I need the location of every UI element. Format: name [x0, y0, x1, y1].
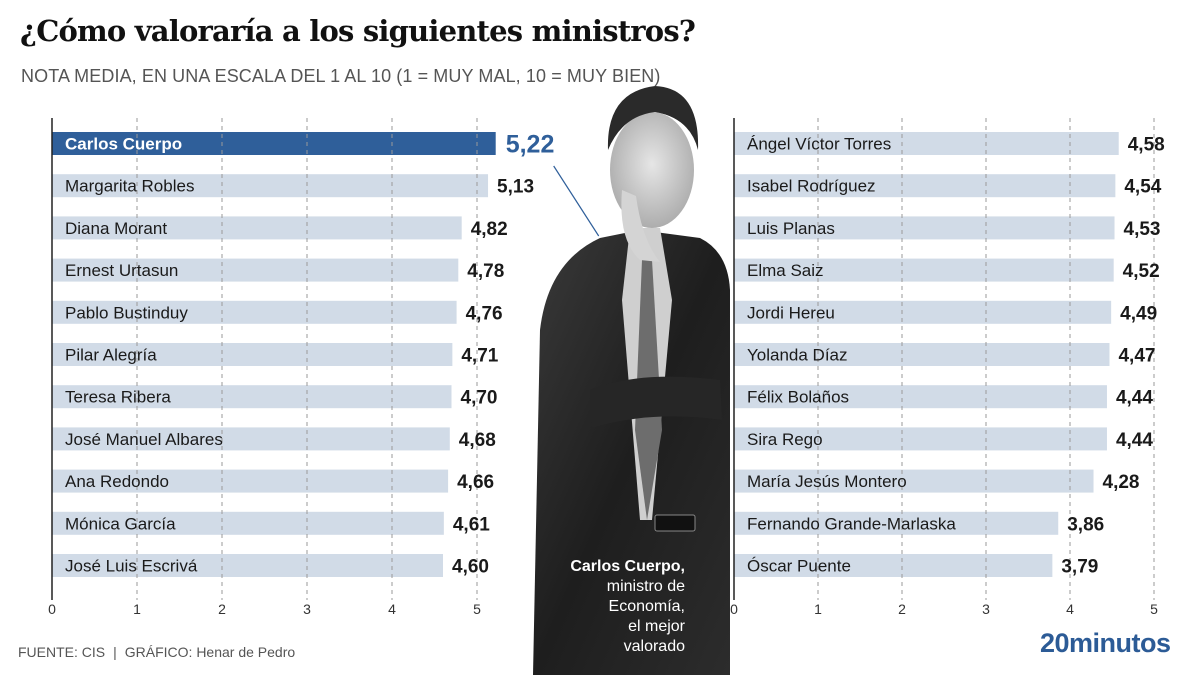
bar	[52, 258, 459, 282]
bar-category-label: Isabel Rodríguez	[747, 177, 876, 196]
caption-line: Economía,	[608, 598, 685, 615]
bar-category-label: Margarita Robles	[65, 177, 194, 196]
bar-value-label: 4,44	[1116, 388, 1153, 409]
caption-line: el mejor	[628, 618, 685, 635]
bar	[52, 216, 462, 240]
bar-category-label: Mónica García	[65, 514, 176, 533]
bar-value-label: 5,22	[506, 131, 555, 159]
bar	[734, 216, 1115, 240]
bar	[734, 385, 1107, 409]
bar-value-label: 4,70	[461, 388, 498, 409]
bar-value-label: 4,82	[471, 219, 508, 240]
bar-category-label: Teresa Ribera	[65, 388, 171, 407]
chart-subtitle: NOTA MEDIA, EN UNA ESCALA DEL 1 AL 10 (1…	[21, 66, 661, 86]
bar	[734, 132, 1119, 155]
bar-category-label: Fernando Grande-Marlaska	[747, 514, 956, 533]
bar-value-label: 4,52	[1123, 261, 1160, 282]
x-tick-label: 1	[814, 601, 822, 617]
x-tick-label: 2	[898, 601, 906, 617]
bar-category-label: Ernest Urtasun	[65, 261, 178, 280]
bar-value-label: 4,49	[1120, 303, 1157, 324]
caption-line: ministro de	[606, 578, 685, 595]
x-tick-label: 5	[1150, 601, 1158, 617]
bar	[734, 554, 1053, 577]
x-tick-label: 3	[303, 601, 311, 617]
x-tick-label: 2	[218, 601, 226, 617]
bar-category-label: María Jesús Montero	[747, 472, 907, 491]
footer-separator: |	[113, 644, 117, 660]
bar-value-label: 4,61	[453, 514, 490, 535]
x-tick-label: 0	[48, 601, 56, 617]
bar-value-label: 4,68	[459, 430, 496, 451]
bar-category-label: José Luis Escrivá	[65, 557, 198, 576]
chart-panel-2: 0 1 2 3 4 5 Ángel Víctor Torres 4,58 Isabel Rodr…	[730, 118, 1165, 617]
footer-source: FUENTE: CIS | GRÁFICO: Henar de Pedro	[18, 644, 295, 660]
bar	[52, 427, 450, 451]
bar-category-label: Ángel Víctor Torres	[747, 135, 891, 154]
bar	[52, 343, 453, 366]
bar-category-label: Jordi Hereu	[747, 303, 835, 322]
bar-category-label: Elma Saiz	[747, 261, 824, 280]
callout-line	[553, 165, 600, 237]
bar	[52, 174, 489, 198]
credit-text: GRÁFICO: Henar de Pedro	[124, 644, 296, 660]
bar-value-label: 4,53	[1124, 219, 1161, 240]
x-tick-label: 4	[388, 601, 396, 617]
x-tick-label: 1	[133, 601, 141, 617]
bar-value-label: 4,58	[1128, 135, 1165, 156]
minister-photo	[533, 86, 730, 675]
bar-category-label: Sira Rego	[747, 430, 823, 449]
bar-category-label: Ana Redondo	[65, 472, 169, 491]
x-tick-label: 3	[982, 601, 990, 617]
x-tick-label: 5	[473, 601, 481, 617]
bar	[52, 300, 457, 324]
bar-value-label: 4,71	[461, 346, 498, 367]
bar-category-label: Diana Morant	[65, 219, 167, 238]
bar-category-label: José Manuel Albares	[65, 430, 223, 449]
bar	[52, 554, 443, 577]
bar-value-label: 4,54	[1124, 177, 1161, 198]
bar-category-label: Pablo Bustinduy	[65, 303, 188, 322]
chart-title: ¿Cómo valoraría a los siguientes ministr…	[20, 14, 696, 48]
bar-category-label: Óscar Puente	[747, 557, 851, 576]
bar	[52, 511, 444, 535]
bar	[52, 385, 452, 409]
photo-caption: Carlos Cuerpo, ministro de Economía, el …	[535, 557, 685, 657]
bar	[52, 132, 496, 155]
bar	[734, 511, 1059, 535]
x-tick-label: 0	[730, 601, 738, 617]
bar	[734, 343, 1110, 366]
source-text: FUENTE: CIS	[18, 644, 106, 660]
bar-category-label: Pilar Alegría	[65, 346, 157, 365]
bar	[734, 427, 1107, 451]
chart-panel-1: 0 1 2 3 4 5 Carlos Cuerpo 5,22 Margarita Robles 5…	[48, 118, 600, 617]
bar	[734, 258, 1114, 282]
bar-category-label: Félix Bolaños	[747, 388, 849, 407]
bar	[52, 469, 449, 493]
caption-line: valorado	[623, 638, 685, 655]
bar	[734, 174, 1116, 198]
bar-value-label: 5,13	[497, 177, 534, 198]
bar-value-label: 4,47	[1118, 346, 1155, 367]
bar-value-label: 4,60	[452, 557, 489, 578]
bar-value-label: 4,28	[1103, 472, 1140, 493]
bar-value-label: 4,66	[457, 472, 494, 493]
bar-category-label: Luis Planas	[747, 219, 835, 238]
bar-value-label: 4,76	[466, 303, 503, 324]
brand-logo: 20minutos	[1040, 628, 1171, 658]
bar-value-label: 4,44	[1116, 430, 1153, 451]
bar-category-label: Carlos Cuerpo	[65, 135, 182, 154]
bar-value-label: 3,86	[1067, 514, 1104, 535]
bar-category-label: Yolanda Díaz	[747, 346, 848, 365]
bar-value-label: 3,79	[1061, 557, 1098, 578]
bar	[734, 300, 1112, 324]
caption-name: Carlos Cuerpo,	[570, 558, 685, 575]
bar-value-label: 4,78	[467, 261, 504, 282]
bar	[734, 469, 1094, 493]
x-tick-label: 4	[1066, 601, 1074, 617]
